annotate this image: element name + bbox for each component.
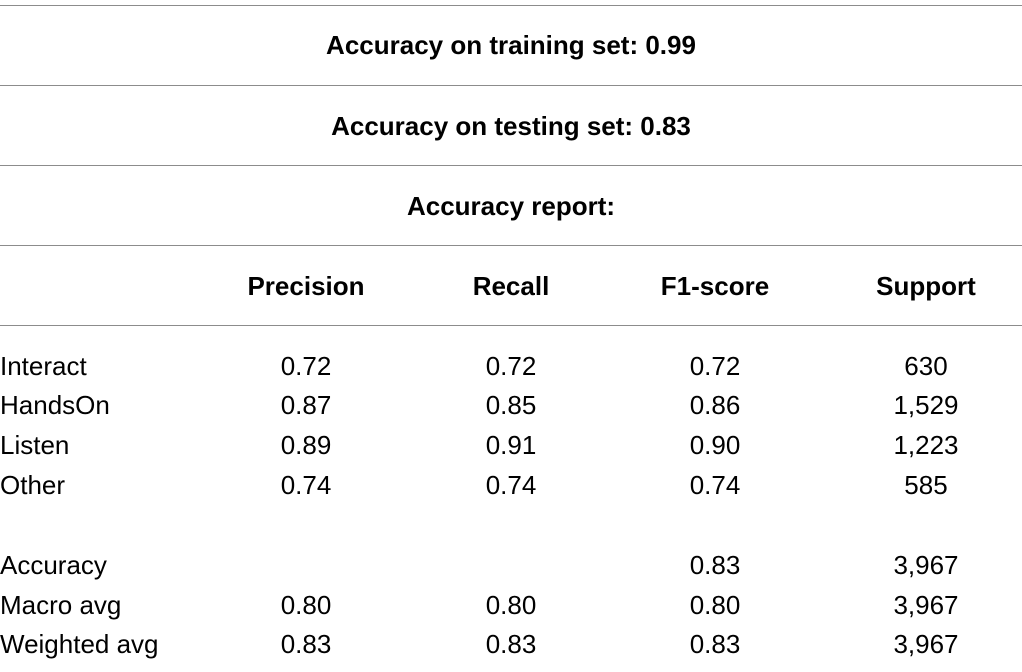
- cell-support: 630: [904, 351, 948, 381]
- row-label-interact: Interact: [0, 351, 87, 381]
- cell-support: 585: [904, 470, 948, 500]
- rule-top: [0, 5, 1022, 6]
- col-header-f1-score: F1-score: [660, 271, 770, 301]
- cell-f1-score: 0.72: [689, 351, 741, 381]
- cell-f1-score: 0.83: [689, 550, 741, 580]
- cell-support: 3,967: [893, 590, 959, 620]
- test-accuracy-text: Accuracy on testing set: 0.83: [331, 111, 691, 141]
- cell-recall: 0.85: [485, 390, 537, 420]
- rule-1: [0, 85, 1022, 86]
- cell-f1-score: 0.80: [689, 590, 741, 620]
- row-label-other: Other: [0, 470, 66, 500]
- cell-f1-score: 0.83: [689, 629, 741, 659]
- col-header-support: Support: [876, 271, 976, 301]
- cell-f1-score: 0.86: [689, 390, 741, 420]
- cell-precision: 0.72: [280, 351, 332, 381]
- cell-support: 3,967: [893, 550, 959, 580]
- cell-recall: 0.83: [485, 629, 537, 659]
- cell-precision: 0.74: [280, 470, 332, 500]
- rule-3: [0, 245, 1022, 246]
- cell-recall: 0.91: [485, 430, 537, 460]
- report-title: Accuracy report:: [406, 191, 616, 221]
- rule-2: [0, 165, 1022, 166]
- row-label-accuracy: Accuracy: [0, 550, 107, 580]
- cell-support: 3,967: [893, 629, 959, 659]
- row-label-listen: Listen: [0, 430, 70, 460]
- cell-precision: 0.87: [280, 390, 332, 420]
- col-header-precision: Precision: [247, 271, 365, 301]
- cell-precision: 0.89: [280, 430, 332, 460]
- cell-recall: 0.72: [485, 351, 537, 381]
- cell-support: 1,529: [893, 390, 959, 420]
- cell-support: 1,223: [893, 430, 959, 460]
- cell-precision: 0.80: [280, 590, 332, 620]
- row-label-weighted-avg: Weighted avg: [0, 629, 159, 659]
- cell-recall: 0.74: [485, 470, 537, 500]
- rule-4: [0, 325, 1022, 326]
- row-label-macro-avg: Macro avg: [0, 590, 122, 620]
- cell-f1-score: 0.90: [689, 430, 741, 460]
- train-accuracy-text: Accuracy on training set: 0.99: [326, 30, 696, 60]
- row-label-handson: HandsOn: [0, 390, 110, 420]
- cell-precision: 0.83: [280, 629, 332, 659]
- col-header-recall: Recall: [472, 271, 550, 301]
- cell-recall: 0.80: [485, 590, 537, 620]
- cell-f1-score: 0.74: [689, 470, 741, 500]
